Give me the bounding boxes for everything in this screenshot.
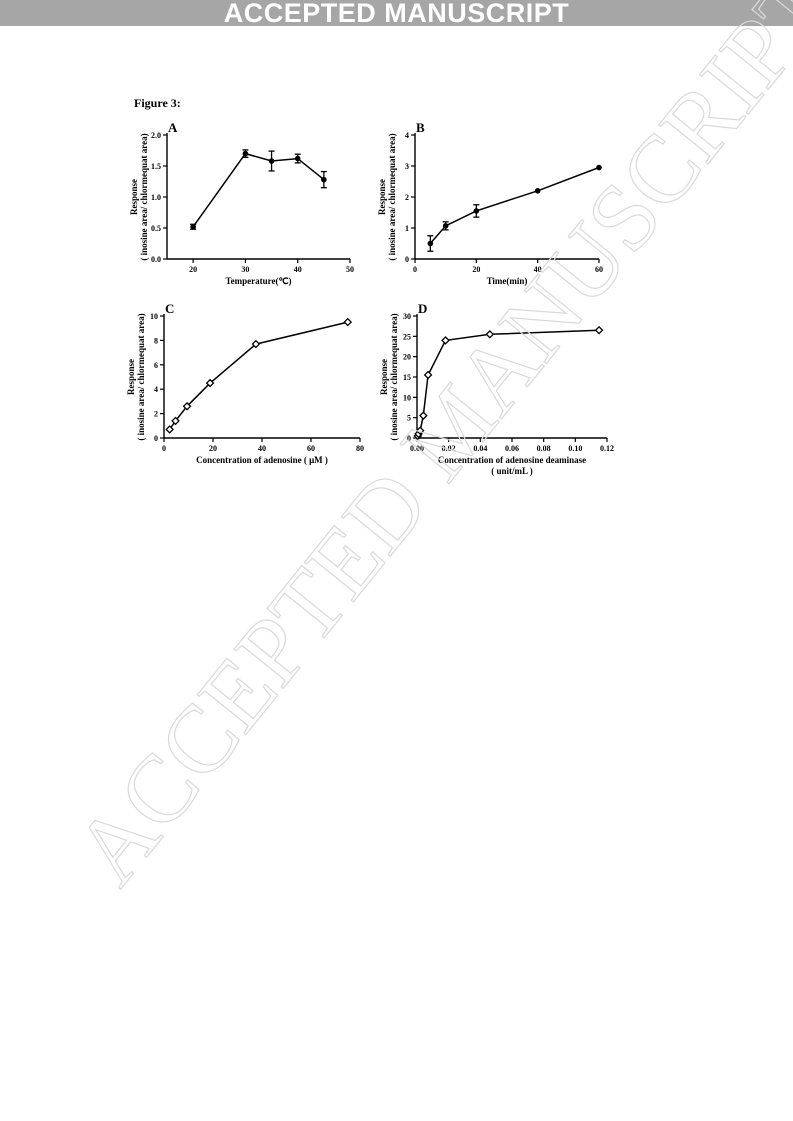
x-tick-label: 0	[413, 265, 417, 274]
data-point	[242, 150, 249, 157]
y-tick-label: 30	[403, 312, 411, 321]
y-tick-label: 5	[407, 414, 411, 423]
y-axis-label-line2: ( inosine area/ chlormequat area)	[389, 313, 399, 440]
x-axis-label: Temperature(℃)	[225, 276, 291, 286]
data-point	[182, 401, 192, 411]
data-point	[165, 425, 174, 434]
x-tick-label: 0.00	[410, 444, 424, 453]
data-point	[442, 223, 449, 229]
data-point	[294, 155, 301, 162]
data-point	[473, 208, 480, 214]
data-point	[190, 223, 196, 230]
data-point	[423, 370, 433, 380]
x-tick-label: 20	[209, 444, 217, 453]
y-tick-label: 1.5	[151, 162, 161, 171]
y-axis-label: Response	[126, 359, 136, 395]
data-point	[251, 339, 261, 349]
y-tick-label: 25	[403, 332, 411, 341]
series-line	[168, 321, 348, 430]
y-tick-label: 0	[407, 434, 411, 443]
y-tick-label: 20	[403, 353, 411, 362]
series-line	[192, 152, 325, 228]
y-tick-label: 15	[403, 373, 411, 382]
x-tick-label: 0.12	[600, 444, 614, 453]
x-tick-label: 50	[346, 265, 354, 274]
panel-letter: C	[165, 301, 174, 316]
x-tick-label: 40	[294, 265, 302, 274]
series-line	[429, 166, 600, 244]
y-tick-label: 8	[154, 336, 158, 345]
accepted-manuscript-banner: ACCEPTED MANUSCRIPT	[0, 0, 793, 27]
x-tick-label: 30	[241, 265, 249, 274]
x-tick-label: 0.06	[505, 444, 519, 453]
y-tick-label: 0.5	[151, 224, 161, 233]
x-tick-label: 40	[534, 265, 542, 274]
x-tick-label: 0.08	[537, 444, 551, 453]
panel-letter: D	[418, 301, 427, 316]
y-tick-label: 2.0	[151, 131, 161, 140]
y-tick-label: 6	[154, 361, 158, 370]
data-point	[171, 416, 180, 426]
y-tick-label: 2	[405, 193, 409, 202]
y-axis-label: Response	[377, 179, 387, 215]
x-tick-label: 40	[258, 444, 266, 453]
x-tick-label: 0	[162, 444, 166, 453]
x-axis-label: Time(min)	[487, 276, 528, 286]
y-tick-label: 10	[150, 312, 158, 321]
chart-panel-a: 0.0 0.5 1.0 1.5 2.0 20 30 40 50 Temperature(℃) Res…	[129, 120, 354, 286]
chart-panel-c: 0 2 4 6 8 10 0 20 40 60 80 Concentration of adenosi…	[126, 301, 364, 465]
data-point	[419, 411, 428, 420]
x-tick-label: 60	[595, 265, 603, 274]
panel-letter: B	[416, 120, 425, 135]
y-tick-label: 1.0	[151, 193, 161, 202]
x-tick-label: 0.02	[442, 444, 456, 453]
x-axis-label: Concentration of adenosine deaminase	[438, 455, 586, 465]
y-tick-label: 0	[405, 255, 409, 264]
data-point	[427, 240, 434, 247]
y-tick-label: 1	[405, 224, 409, 233]
data-point	[205, 378, 215, 388]
y-axis-label: Response	[129, 179, 139, 215]
y-tick-label: 10	[403, 393, 411, 402]
series-line	[417, 329, 600, 437]
y-tick-label: 2	[154, 410, 158, 419]
x-tick-label: 20	[472, 265, 480, 274]
x-tick-label: 60	[307, 444, 315, 453]
data-point	[534, 188, 541, 194]
data-point	[485, 329, 495, 339]
x-tick-label: 0.04	[473, 444, 487, 453]
y-tick-label: 4	[154, 385, 158, 394]
figure-label: Figure 3:	[134, 96, 181, 110]
x-tick-label: 80	[356, 444, 364, 453]
data-point	[441, 336, 450, 345]
y-tick-label: 0	[154, 434, 158, 443]
y-axis-label-line2: ( inosine area/ chlormequat area)	[139, 133, 149, 260]
y-axis-label-line2: ( inosine area/ chlormequat area)	[136, 313, 146, 440]
data-point	[343, 317, 353, 327]
chart-panel-d: 0 5 10 15 20 25 30 0.00 0.02 0.04 0.06 0.08 0.10 0.12…	[379, 301, 614, 476]
y-tick-label: 0.0	[151, 255, 161, 264]
y-tick-label: 4	[405, 131, 409, 140]
x-axis-label: Concentration of adenosine ( μM )	[196, 455, 328, 465]
x-tick-label: 0.10	[568, 444, 582, 453]
x-tick-label: 20	[189, 265, 197, 274]
data-point	[321, 176, 327, 183]
data-point	[268, 158, 275, 164]
data-point	[596, 164, 602, 171]
data-point	[415, 426, 425, 435]
y-axis-label: Response	[379, 359, 389, 395]
y-tick-label: 3	[405, 162, 409, 171]
x-axis-label-line2: ( unit/mL )	[491, 466, 533, 476]
y-axis-label-line2: ( inosine area/ chlormequat area)	[387, 133, 397, 260]
data-point	[594, 325, 604, 335]
panel-letter: A	[168, 120, 178, 135]
